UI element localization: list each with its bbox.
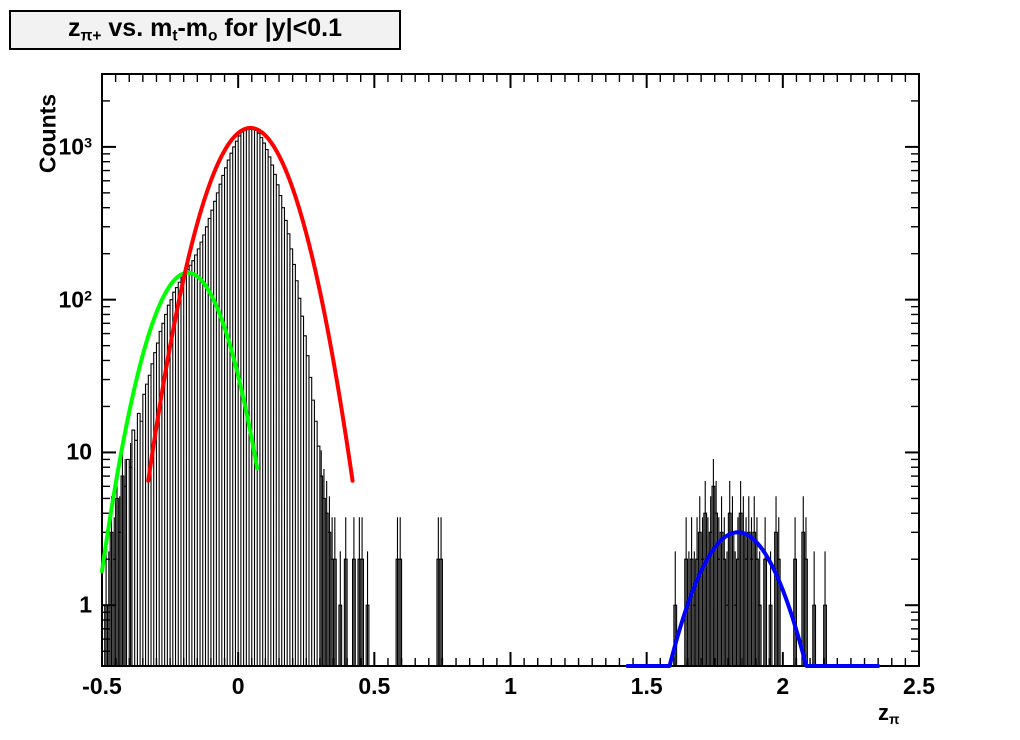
green-gaussian-fit-curve [100, 270, 260, 574]
x-tick-label: 0 [231, 673, 245, 699]
x-tick-label: 1 [504, 673, 517, 699]
y-axis-ticks [102, 73, 919, 667]
x-tick-label: 2 [776, 673, 790, 699]
x-axis-ticks [101, 74, 920, 666]
y-tick-label: 10 [66, 438, 92, 465]
x-tick-label: -0.5 [82, 673, 122, 699]
red-gaussian-fit-curve [146, 125, 355, 483]
x-tick-label: 1.5 [630, 673, 663, 699]
y-tick-label: 102 [58, 286, 92, 313]
plot-title-box: zπ+ vs. mt-mo for |y|<0.1 [9, 10, 401, 50]
y-tick-label: 1 [79, 591, 92, 618]
plot-title-text: zπ+ vs. mt-mo for |y|<0.1 [68, 14, 342, 45]
x-tick-label: 2.5 [903, 673, 935, 699]
histogram-series [104, 126, 827, 666]
blue-gaussian-fit-curve [625, 530, 881, 668]
x-tick-label: 0.5 [358, 673, 391, 699]
x-axis-title: zπ [878, 700, 900, 727]
y-tick-label: 103 [58, 133, 92, 160]
